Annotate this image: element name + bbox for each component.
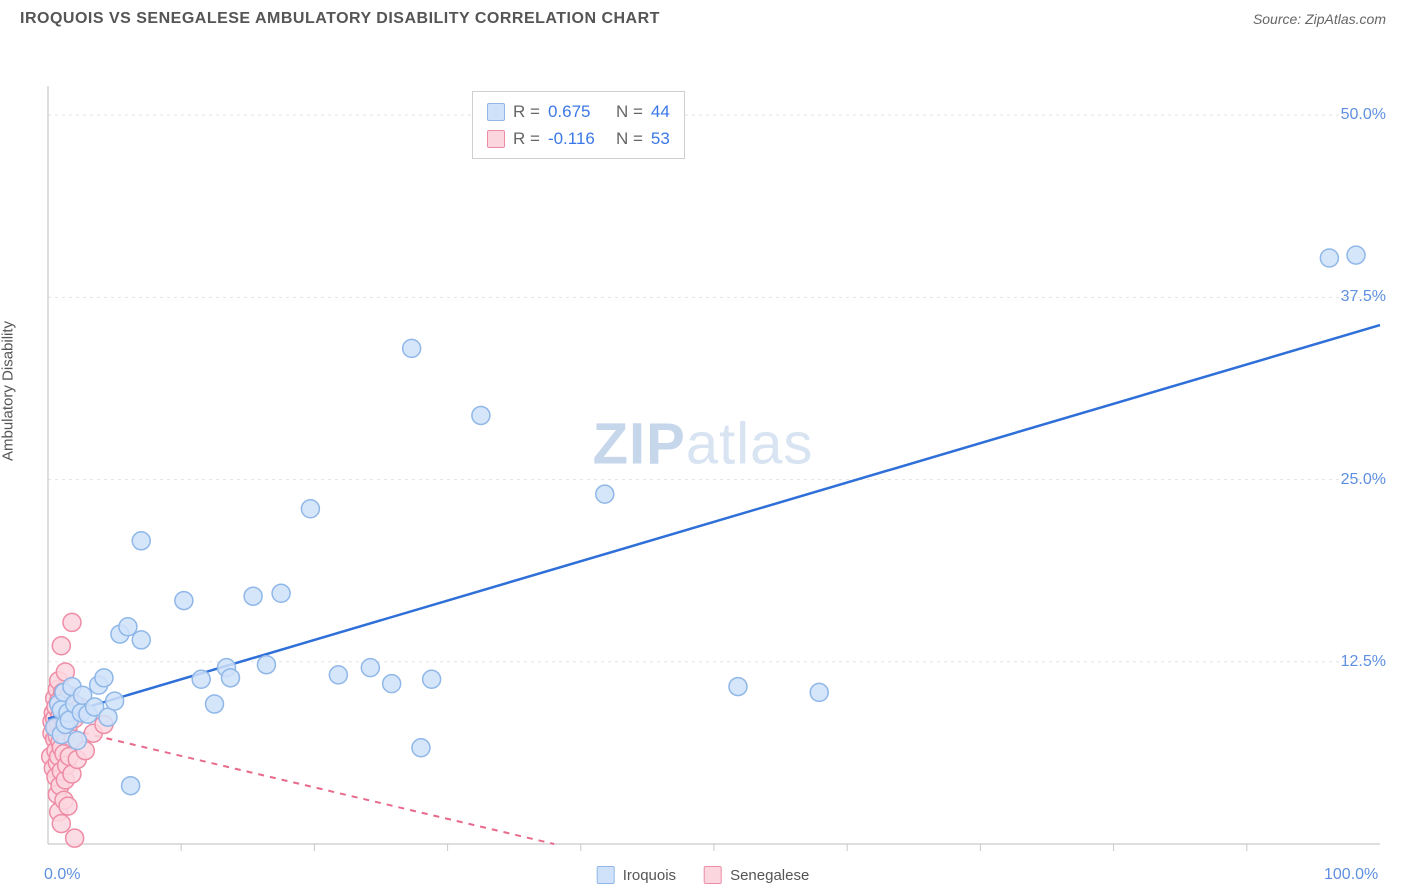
y-tick-label: 37.5% bbox=[1341, 288, 1386, 306]
chart-title: IROQUOIS VS SENEGALESE AMBULATORY DISABI… bbox=[20, 10, 660, 28]
source-name: ZipAtlas.com bbox=[1305, 11, 1386, 27]
legend-swatch-icon bbox=[597, 866, 615, 884]
r-value: -0.116 bbox=[548, 125, 608, 152]
y-tick-label: 12.5% bbox=[1341, 653, 1386, 671]
y-tick-label: 25.0% bbox=[1341, 471, 1386, 489]
bottom-legend-item-1: Senegalese bbox=[704, 866, 809, 884]
bottom-legend-item-0: Iroquois bbox=[597, 866, 676, 884]
legend-label: Senegalese bbox=[730, 867, 809, 884]
legend-swatch-icon bbox=[487, 103, 505, 121]
legend-stats-row-1: R = -0.116 N = 53 bbox=[487, 125, 670, 152]
n-label: N = bbox=[616, 125, 643, 152]
bottom-legend: Iroquois Senegalese bbox=[597, 866, 810, 884]
n-value: 53 bbox=[651, 125, 670, 152]
chart-area: Ambulatory Disability ZIPatlas R = 0.675… bbox=[0, 36, 1406, 886]
y-tick-label: 50.0% bbox=[1341, 106, 1386, 124]
legend-stats-row-0: R = 0.675 N = 44 bbox=[487, 98, 670, 125]
legend-swatch-icon bbox=[487, 130, 505, 148]
n-value: 44 bbox=[651, 98, 670, 125]
scatter-plot-svg bbox=[0, 36, 1406, 886]
header: IROQUOIS VS SENEGALESE AMBULATORY DISABI… bbox=[0, 0, 1406, 36]
legend-stats-box: R = 0.675 N = 44 R = -0.116 N = 53 bbox=[472, 91, 685, 159]
source-label: Source: ZipAtlas.com bbox=[1253, 11, 1386, 27]
legend-swatch-icon bbox=[704, 866, 722, 884]
x-tick-label: 100.0% bbox=[1324, 866, 1378, 884]
r-label: R = bbox=[513, 125, 540, 152]
r-label: R = bbox=[513, 98, 540, 125]
x-tick-label: 0.0% bbox=[44, 866, 80, 884]
n-label: N = bbox=[616, 98, 643, 125]
r-value: 0.675 bbox=[548, 98, 608, 125]
legend-label: Iroquois bbox=[623, 867, 676, 884]
source-prefix: Source: bbox=[1253, 11, 1305, 27]
